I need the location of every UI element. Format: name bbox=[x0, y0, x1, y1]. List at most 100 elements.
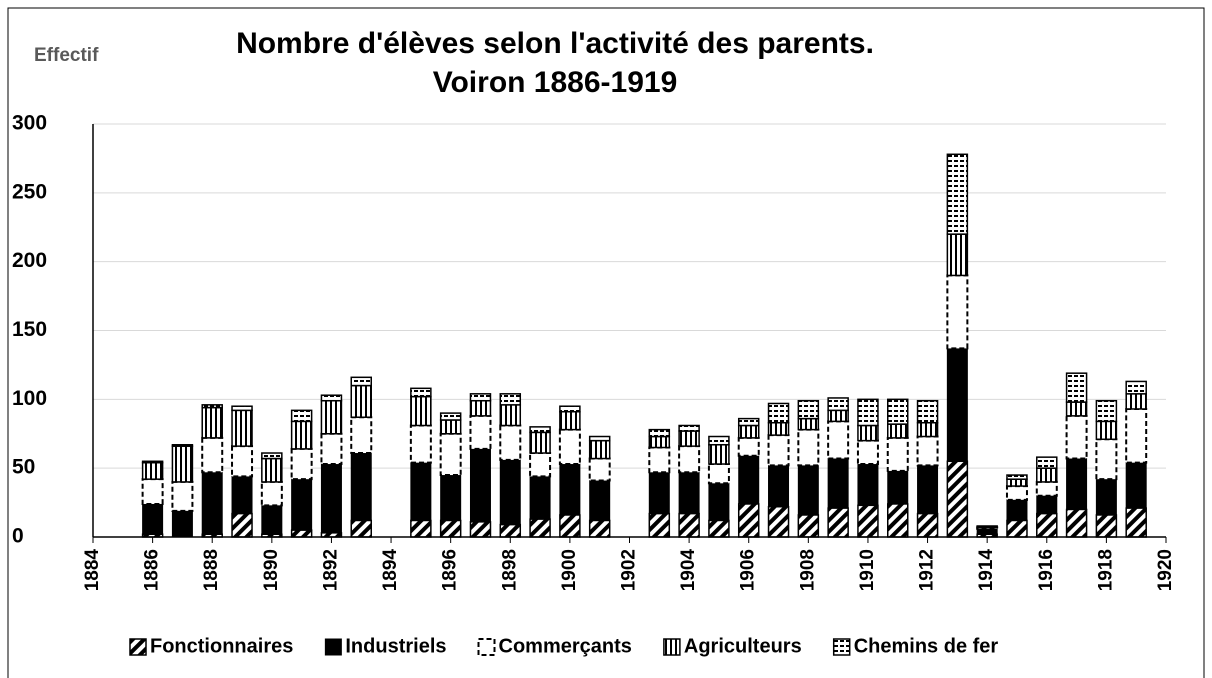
bar-segment bbox=[261, 504, 283, 535]
bar-segment bbox=[1125, 380, 1147, 395]
bar-segment bbox=[648, 435, 671, 449]
bar-segment bbox=[559, 405, 581, 413]
bar-segment bbox=[410, 519, 432, 538]
bar-segment bbox=[946, 153, 969, 235]
bar-segment bbox=[529, 452, 552, 478]
bar-segment bbox=[290, 420, 313, 450]
bar-segment bbox=[439, 432, 462, 477]
bar-segment bbox=[529, 518, 551, 538]
bar-segment bbox=[350, 452, 372, 521]
x-tick-label: 1892 bbox=[320, 549, 341, 591]
bar-segment bbox=[648, 446, 671, 474]
bar-segment bbox=[1095, 478, 1117, 516]
bar-segment bbox=[767, 505, 790, 538]
bar-segment bbox=[350, 384, 372, 418]
bar-segment bbox=[678, 424, 700, 432]
bar-segment bbox=[350, 519, 372, 538]
legend-swatch bbox=[477, 638, 496, 656]
bar-segment bbox=[797, 399, 820, 420]
bar-segment bbox=[827, 507, 849, 538]
bar-segment bbox=[558, 428, 581, 466]
bar-segment bbox=[678, 512, 700, 538]
legend-label: Chemins de fer bbox=[854, 635, 999, 657]
bar-segment bbox=[1036, 467, 1058, 483]
bar-segment bbox=[559, 463, 581, 516]
bar-segment bbox=[320, 394, 343, 402]
bar-segment bbox=[1065, 508, 1088, 538]
bar-segment bbox=[1125, 507, 1147, 538]
bar-segment bbox=[1036, 495, 1058, 515]
legend-swatch bbox=[832, 638, 851, 656]
bar-segment bbox=[767, 434, 790, 467]
legend-label: Industriels bbox=[345, 635, 446, 657]
bar-segment bbox=[1006, 519, 1028, 538]
chart-title: Nombre d'élèves selon l'activité des par… bbox=[236, 27, 874, 60]
bar-segment bbox=[1065, 401, 1088, 417]
bar-segment bbox=[797, 428, 820, 467]
bar-segment bbox=[231, 475, 253, 515]
bar-segment bbox=[350, 416, 373, 455]
bar-segment bbox=[320, 399, 343, 435]
bar-segment bbox=[886, 436, 909, 472]
x-tick-label: 1890 bbox=[261, 549, 282, 591]
legend-swatch bbox=[129, 638, 147, 656]
bar-segment bbox=[231, 445, 254, 478]
x-tick-label: 1904 bbox=[678, 549, 699, 592]
y-tick-label: 50 bbox=[12, 456, 35, 479]
bar-segment bbox=[737, 436, 760, 457]
bar-segment bbox=[1006, 499, 1028, 521]
bar-segment bbox=[648, 471, 670, 515]
bar-segment bbox=[559, 410, 581, 431]
x-tick-label: 1914 bbox=[976, 549, 997, 592]
legend-label: Agriculteurs bbox=[684, 635, 802, 657]
bar-segment bbox=[171, 480, 194, 512]
bar-segment bbox=[499, 459, 521, 526]
bar-segment bbox=[290, 447, 313, 481]
x-tick-label: 1900 bbox=[559, 549, 580, 591]
bar-segment bbox=[588, 519, 611, 538]
bar-segment bbox=[409, 424, 432, 464]
bar-segment bbox=[737, 424, 760, 439]
bar-segment bbox=[648, 512, 671, 538]
bar-segment bbox=[737, 503, 760, 538]
bar-segment bbox=[559, 514, 581, 538]
bar-segment bbox=[917, 464, 939, 515]
bar-segment bbox=[887, 423, 909, 439]
chart-frame bbox=[7, 7, 1205, 678]
y-tick-label: 0 bbox=[12, 525, 24, 548]
x-tick-label: 1908 bbox=[797, 549, 818, 591]
x-tick-label: 1910 bbox=[857, 549, 878, 591]
y-tick-label: 150 bbox=[12, 318, 47, 341]
bar-segment bbox=[976, 525, 998, 529]
bar-segment bbox=[171, 444, 194, 447]
bar-segment bbox=[529, 475, 551, 520]
bar-segment bbox=[320, 463, 342, 534]
x-tick-label: 1920 bbox=[1155, 549, 1176, 591]
bar-segment bbox=[231, 409, 253, 447]
bar-segment bbox=[827, 458, 849, 509]
bar-segment bbox=[588, 457, 611, 482]
bar-segment bbox=[916, 435, 939, 467]
bar-segment bbox=[857, 463, 879, 506]
bar-segment bbox=[797, 417, 820, 431]
x-tick-label: 1918 bbox=[1095, 549, 1116, 591]
bar-segment bbox=[887, 398, 909, 425]
x-tick-label: 1898 bbox=[499, 549, 520, 591]
bar-segment bbox=[440, 474, 462, 521]
x-tick-label: 1884 bbox=[82, 549, 103, 592]
bar-segment bbox=[797, 464, 819, 516]
bar-segment bbox=[141, 461, 164, 480]
bar-segment bbox=[916, 512, 939, 538]
legend-swatch bbox=[663, 638, 681, 656]
y-tick-label: 200 bbox=[12, 249, 47, 272]
bar-segment bbox=[857, 424, 879, 442]
bar-segment bbox=[231, 405, 253, 412]
bar-segment bbox=[141, 460, 164, 464]
bar-segment bbox=[1065, 372, 1088, 403]
bar-segment bbox=[439, 412, 462, 421]
bar-segment bbox=[857, 504, 879, 538]
bar-segment bbox=[589, 480, 611, 521]
legend-swatch bbox=[324, 638, 342, 656]
bar-segment bbox=[469, 448, 491, 523]
